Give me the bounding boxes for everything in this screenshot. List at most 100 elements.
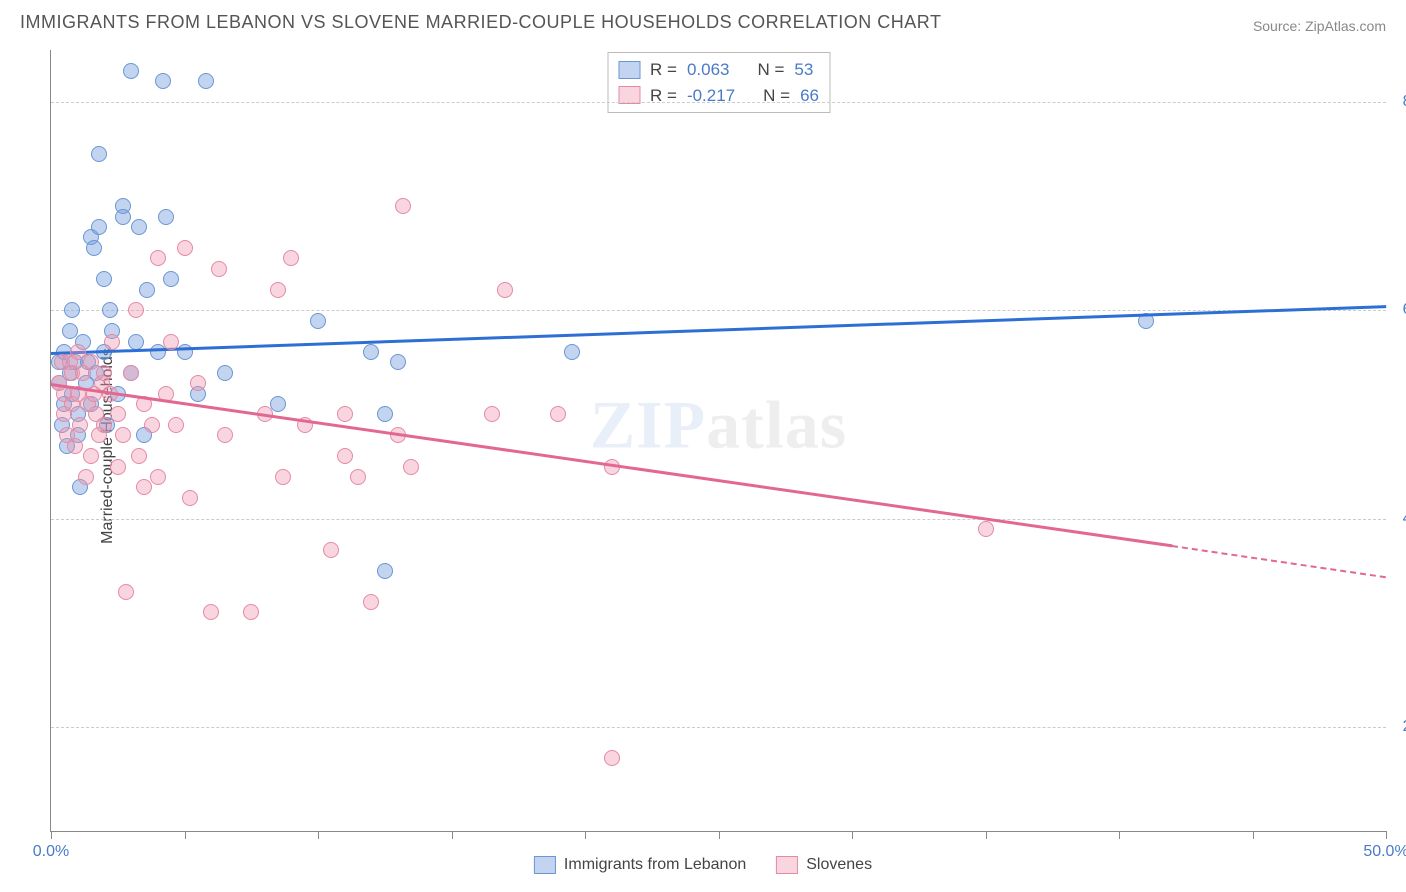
scatter-point	[363, 594, 379, 610]
n-value: 53	[794, 57, 813, 83]
scatter-point	[110, 406, 126, 422]
gridline	[51, 102, 1386, 103]
x-tick	[986, 831, 987, 839]
scatter-point	[136, 479, 152, 495]
scatter-point	[550, 406, 566, 422]
scatter-point	[163, 271, 179, 287]
legend-swatch	[776, 856, 798, 874]
scatter-point	[86, 240, 102, 256]
scatter-point	[390, 354, 406, 370]
scatter-point	[155, 73, 171, 89]
n-value: 66	[800, 83, 819, 109]
scatter-point	[377, 563, 393, 579]
scatter-point	[123, 63, 139, 79]
scatter-point	[139, 282, 155, 298]
scatter-point	[484, 406, 500, 422]
trend-line	[51, 383, 1173, 547]
scatter-point	[64, 302, 80, 318]
r-label: R =	[650, 57, 677, 83]
scatter-point	[67, 438, 83, 454]
scatter-point	[323, 542, 339, 558]
n-label: N =	[763, 83, 790, 109]
r-value: -0.217	[687, 83, 735, 109]
legend-label: Immigrants from Lebanon	[564, 856, 746, 874]
scatter-point	[91, 219, 107, 235]
y-tick-label: 60.0%	[1403, 301, 1406, 319]
scatter-point	[283, 250, 299, 266]
scatter-point	[78, 469, 94, 485]
scatter-point	[217, 365, 233, 381]
n-label: N =	[757, 57, 784, 83]
x-tick	[852, 831, 853, 839]
scatter-point	[217, 427, 233, 443]
scatter-point	[150, 344, 166, 360]
x-tick-label: 0.0%	[33, 843, 69, 861]
x-tick	[51, 831, 52, 839]
legend-label: Slovenes	[806, 856, 872, 874]
scatter-point	[243, 604, 259, 620]
legend-item: Slovenes	[776, 856, 872, 874]
scatter-point	[211, 261, 227, 277]
scatter-point	[144, 417, 160, 433]
gridline	[51, 727, 1386, 728]
scatter-point	[102, 302, 118, 318]
scatter-point	[403, 459, 419, 475]
scatter-point	[363, 344, 379, 360]
scatter-point	[150, 469, 166, 485]
source-link[interactable]: ZipAtlas.com	[1305, 18, 1386, 34]
scatter-point	[72, 417, 88, 433]
scatter-point	[190, 375, 206, 391]
watermark: ZIPatlas	[590, 385, 847, 464]
x-tick	[1386, 831, 1387, 839]
x-tick	[1119, 831, 1120, 839]
scatter-point	[270, 396, 286, 412]
scatter-point	[270, 282, 286, 298]
r-value: 0.063	[687, 57, 730, 83]
scatter-point	[131, 448, 147, 464]
x-tick-label: 50.0%	[1363, 843, 1406, 861]
source-attribution: Source: ZipAtlas.com	[1253, 18, 1386, 34]
source-prefix: Source:	[1253, 18, 1305, 34]
scatter-point	[115, 209, 131, 225]
x-tick	[585, 831, 586, 839]
stats-row: R = -0.217 N = 66	[618, 83, 819, 109]
scatter-point	[96, 365, 112, 381]
scatter-point	[128, 334, 144, 350]
scatter-point	[83, 448, 99, 464]
scatter-point	[163, 334, 179, 350]
watermark-atlas: atlas	[706, 386, 847, 462]
scatter-point	[198, 73, 214, 89]
scatter-point	[177, 240, 193, 256]
scatter-point	[203, 604, 219, 620]
gridline	[51, 519, 1386, 520]
scatter-point	[91, 146, 107, 162]
trend-line-extrapolated	[1172, 545, 1386, 578]
legend-item: Immigrants from Lebanon	[534, 856, 746, 874]
scatter-point	[123, 365, 139, 381]
y-tick-label: 20.0%	[1403, 718, 1406, 736]
scatter-point	[377, 406, 393, 422]
scatter-point	[497, 282, 513, 298]
scatter-point	[150, 250, 166, 266]
watermark-zip: ZIP	[590, 386, 706, 462]
y-tick-label: 80.0%	[1403, 93, 1406, 111]
legend-swatch	[534, 856, 556, 874]
scatter-point	[182, 490, 198, 506]
scatter-point	[337, 406, 353, 422]
scatter-point	[275, 469, 291, 485]
scatter-point	[310, 313, 326, 329]
legend: Immigrants from Lebanon Slovenes	[534, 856, 872, 874]
chart-title: IMMIGRANTS FROM LEBANON VS SLOVENE MARRI…	[20, 12, 941, 33]
y-tick-label: 40.0%	[1403, 510, 1406, 528]
trend-line	[51, 305, 1386, 354]
scatter-point	[104, 334, 120, 350]
r-label: R =	[650, 83, 677, 109]
x-tick	[719, 831, 720, 839]
scatter-point	[395, 198, 411, 214]
scatter-point	[96, 417, 112, 433]
scatter-point	[115, 427, 131, 443]
scatter-point	[118, 584, 134, 600]
scatter-point	[168, 417, 184, 433]
chart-plot-area: ZIPatlas R =0.063N =53R =-0.217N =66 20.…	[50, 50, 1386, 832]
scatter-point	[337, 448, 353, 464]
